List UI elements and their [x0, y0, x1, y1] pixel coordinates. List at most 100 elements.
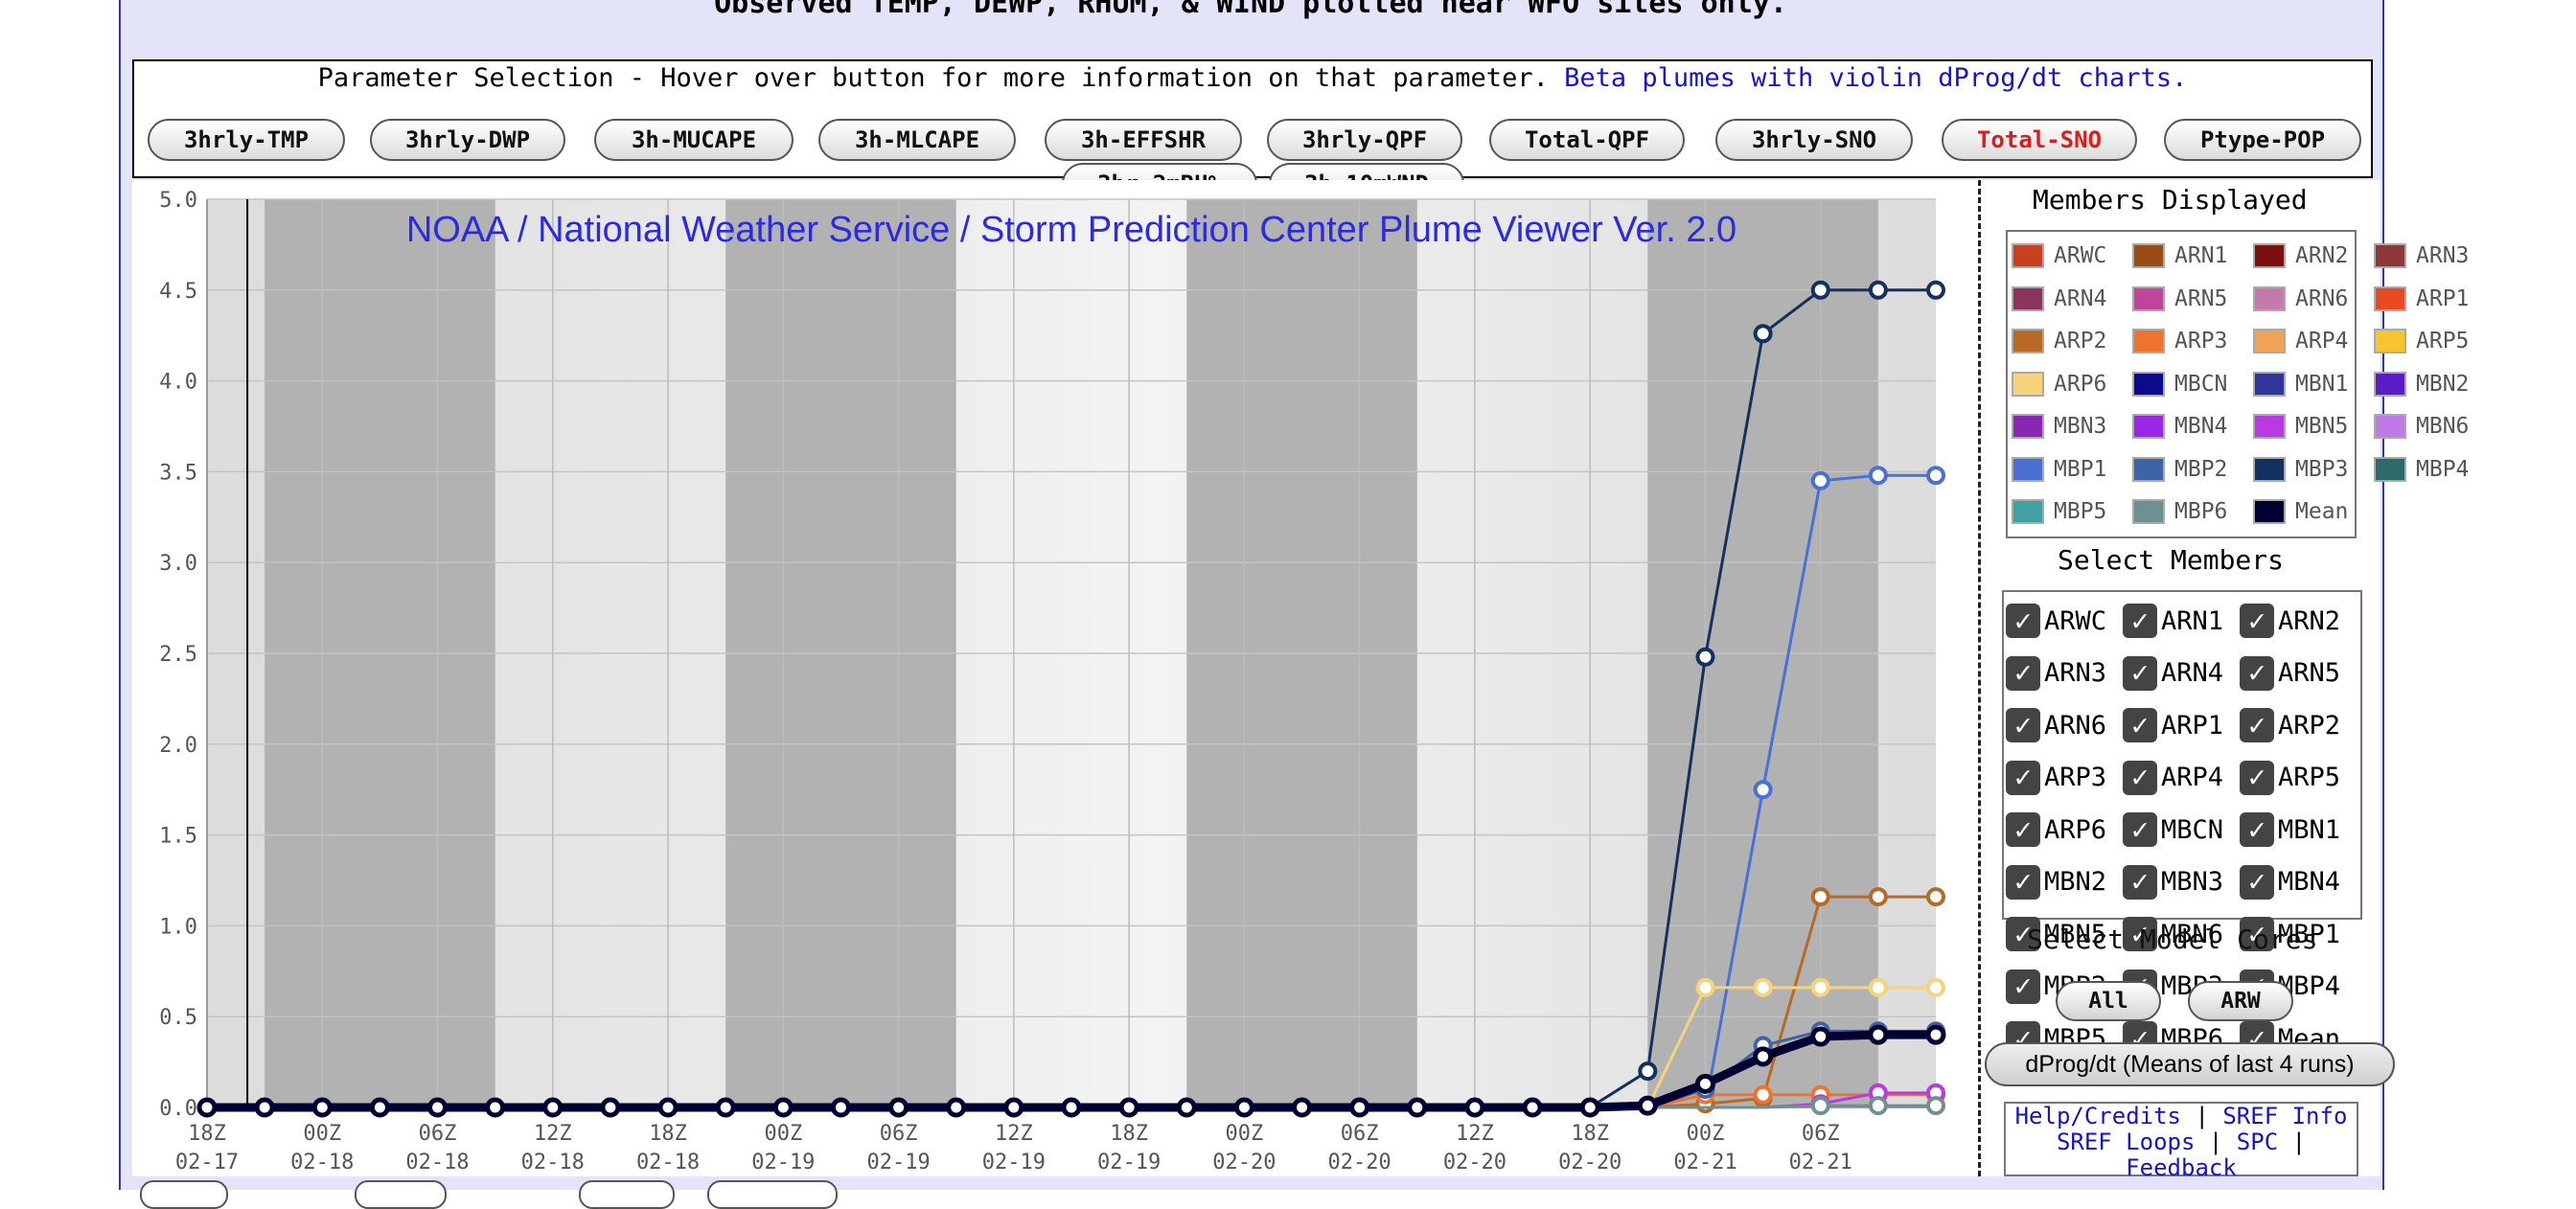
member-checkbox-arp2[interactable]: ✓ ARP2 — [2240, 700, 2358, 750]
spc-link[interactable]: SPC — [2236, 1129, 2279, 1155]
dprog-dt-button[interactable]: dProg/dt (Means of last 4 runs) — [1985, 1042, 2395, 1086]
member-checkbox-arn4[interactable]: ✓ ARN4 — [2123, 649, 2242, 698]
checkbox-check-icon[interactable]: ✓ — [2240, 917, 2274, 951]
member-checkbox-mbn4[interactable]: ✓ MBN4 — [2240, 857, 2358, 907]
legend-item: MBN1 — [2253, 368, 2416, 400]
member-checkbox-mbn6[interactable]: ✓ MBN6 — [2123, 909, 2242, 959]
data-point — [1810, 977, 1830, 997]
checkbox-check-icon[interactable]: ✓ — [2006, 917, 2040, 951]
y-tick-label: 0.0 — [159, 1097, 197, 1121]
data-point — [1810, 1096, 1830, 1116]
member-checkbox-mbn3[interactable]: ✓ MBN3 — [2123, 857, 2242, 907]
checkbox-check-icon[interactable]: ✓ — [2240, 760, 2274, 795]
x-tick-hour: 12Z — [1456, 1122, 1494, 1146]
beta-plumes-link[interactable]: Beta plumes with violin dProg/dt charts. — [1564, 63, 2188, 93]
checkbox-check-icon[interactable]: ✓ — [2123, 812, 2157, 847]
checkbox-check-icon[interactable]: ✓ — [2006, 969, 2040, 1004]
param-button-total-sno[interactable]: Total-SNO — [1942, 119, 2137, 161]
member-checkbox-mbp1[interactable]: ✓ MBP1 — [2240, 909, 2358, 959]
member-checkbox-arp6[interactable]: ✓ ARP6 — [2006, 805, 2125, 855]
bottom-control[interactable] — [707, 1180, 838, 1209]
member-checkbox-arn6[interactable]: ✓ ARN6 — [2006, 700, 2125, 750]
param-button-3hrly-qpf[interactable]: 3hrly-QPF — [1267, 119, 1462, 161]
member-checkbox-mbcn[interactable]: ✓ MBCN — [2123, 805, 2242, 855]
sref-info-link[interactable]: SREF Info — [2222, 1103, 2348, 1129]
param-button-3hrly-tmp[interactable]: 3hrly-TMP — [148, 119, 345, 161]
member-checkbox-arp1[interactable]: ✓ ARP1 — [2123, 700, 2242, 750]
param-button-3h-mucape[interactable]: 3h-MUCAPE — [594, 119, 794, 161]
member-checkbox-label: MBCN — [2161, 814, 2224, 845]
data-point — [1926, 977, 1945, 997]
checkbox-check-icon[interactable]: ✓ — [2123, 655, 2157, 691]
checkbox-check-icon[interactable]: ✓ — [2006, 655, 2040, 691]
x-tick-date: 02-19 — [1097, 1151, 1161, 1175]
legend-swatch — [2253, 329, 2286, 354]
data-point — [1753, 977, 1773, 997]
data-point — [1695, 977, 1715, 997]
checkbox-check-icon[interactable]: ✓ — [2240, 655, 2274, 691]
legend-item: MBN6 — [2374, 410, 2537, 443]
checkbox-check-icon[interactable]: ✓ — [2240, 812, 2274, 847]
param-button-3hrly-dwp[interactable]: 3hrly-DWP — [370, 119, 565, 161]
legend-swatch — [2374, 285, 2406, 311]
param-button-3h-effshr[interactable]: 3h-EFFSHR — [1045, 119, 1242, 161]
data-point — [657, 1097, 678, 1118]
checkbox-check-icon[interactable]: ✓ — [2123, 708, 2157, 742]
link-separator: | — [2291, 1129, 2307, 1155]
member-checkbox-arn2[interactable]: ✓ ARN2 — [2240, 596, 2358, 646]
legend-label: MBCN — [2174, 371, 2228, 397]
x-tick-hour: 12Z — [995, 1122, 1033, 1146]
checkbox-check-icon[interactable]: ✓ — [2123, 917, 2157, 951]
x-tick-date: 02-18 — [290, 1151, 354, 1175]
checkbox-check-icon[interactable]: ✓ — [2123, 604, 2157, 638]
bottom-control[interactable] — [579, 1180, 675, 1209]
help-credits-link[interactable]: Help/Credits — [2014, 1103, 2181, 1129]
member-checkbox-label: ARN2 — [2278, 605, 2341, 636]
checkbox-check-icon[interactable]: ✓ — [2240, 604, 2274, 638]
legend-item: ARP1 — [2374, 283, 2537, 315]
y-tick-label: 0.5 — [159, 1006, 197, 1030]
checkbox-check-icon[interactable]: ✓ — [2006, 812, 2040, 847]
bottom-control[interactable] — [140, 1180, 228, 1209]
member-checkbox-arp4[interactable]: ✓ ARP4 — [2123, 753, 2242, 803]
checkbox-check-icon[interactable]: ✓ — [2006, 708, 2040, 742]
x-tick-date: 02-21 — [1673, 1151, 1736, 1175]
legend-label: MBP6 — [2174, 499, 2228, 524]
y-tick-label: 3.0 — [159, 552, 197, 576]
member-checkbox-arn1[interactable]: ✓ ARN1 — [2123, 596, 2242, 646]
parameter-instructions: Parameter Selection - Hover over button … — [317, 63, 1549, 93]
checkbox-check-icon[interactable]: ✓ — [2006, 604, 2040, 638]
x-tick-date: 02-19 — [751, 1151, 815, 1175]
sref-loops-link[interactable]: SREF Loops — [2056, 1129, 2196, 1155]
member-checkbox-mbn1[interactable]: ✓ MBN1 — [2240, 805, 2358, 855]
checkbox-check-icon[interactable]: ✓ — [2240, 708, 2274, 742]
core-arw-button[interactable]: ARW — [2188, 981, 2293, 1021]
x-tick-hour: 00Z — [1687, 1122, 1725, 1146]
core-all-button[interactable]: All — [2056, 981, 2161, 1021]
param-button-ptype-pop[interactable]: Ptype-POP — [2164, 119, 2361, 161]
param-button-3hrly-sno[interactable]: 3hrly-SNO — [1715, 119, 1913, 161]
member-checkbox-arp5[interactable]: ✓ ARP5 — [2240, 753, 2358, 803]
member-checkbox-label: ARWC — [2044, 605, 2107, 636]
member-checkbox-label: MBN5 — [2044, 919, 2107, 949]
member-checkbox-mbn2[interactable]: ✓ MBN2 — [2006, 857, 2125, 907]
legend-item: ARN5 — [2132, 283, 2295, 315]
x-tick-hour: 00Z — [764, 1122, 802, 1146]
member-checkbox-arp3[interactable]: ✓ ARP3 — [2006, 753, 2125, 803]
param-button-total-qpf[interactable]: Total-QPF — [1489, 119, 1685, 161]
member-checkbox-arwc[interactable]: ✓ ARWC — [2006, 596, 2125, 646]
checkbox-check-icon[interactable]: ✓ — [2006, 760, 2040, 795]
checkbox-check-icon[interactable]: ✓ — [2123, 760, 2157, 795]
member-checkbox-arn5[interactable]: ✓ ARN5 — [2240, 649, 2358, 698]
data-point — [485, 1097, 506, 1118]
param-button-3h-mlcape[interactable]: 3h-MLCAPE — [818, 119, 1016, 161]
checkbox-check-icon[interactable]: ✓ — [2006, 864, 2040, 900]
feedback-link[interactable]: Feedback — [2126, 1154, 2237, 1181]
member-checkbox-arn3[interactable]: ✓ ARN3 — [2006, 649, 2125, 698]
legend-label: ARN3 — [2416, 243, 2470, 268]
legend-item: MBP2 — [2132, 453, 2295, 486]
checkbox-check-icon[interactable]: ✓ — [2123, 864, 2157, 900]
checkbox-check-icon[interactable]: ✓ — [2240, 864, 2274, 900]
member-checkbox-mbn5[interactable]: ✓ MBN5 — [2006, 909, 2125, 959]
bottom-control[interactable] — [355, 1180, 447, 1209]
